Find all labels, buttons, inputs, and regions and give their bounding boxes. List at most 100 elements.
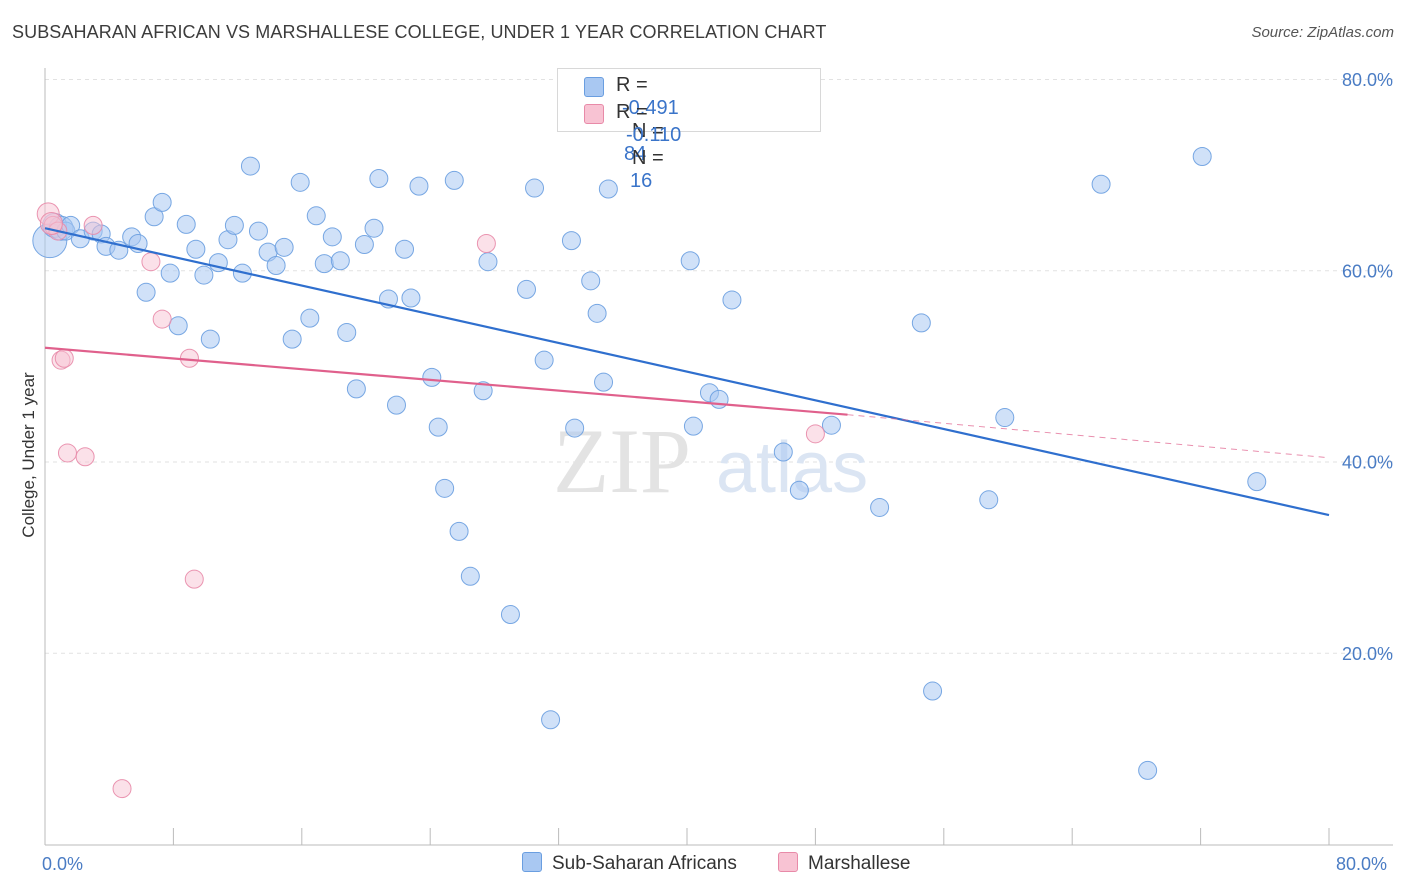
data-point (435, 478, 455, 498)
data-point (683, 416, 703, 436)
data-point (395, 239, 415, 259)
data-point (805, 424, 825, 444)
y-tick-label: 40.0% (1342, 453, 1393, 473)
watermark: ZIP atlas (553, 410, 868, 512)
data-point (184, 569, 204, 589)
data-point (1247, 472, 1267, 492)
legend-n-label: N = (632, 147, 664, 169)
data-point (354, 234, 374, 254)
data-point (1138, 760, 1158, 780)
data-point (186, 239, 206, 259)
data-point (282, 329, 302, 349)
data-point (680, 251, 700, 271)
bottom-legend-marshallese: Marshallese (778, 852, 910, 875)
bottom-legend-swatch-marshallese (778, 852, 798, 872)
series-marshallese (36, 202, 825, 799)
data-point (428, 417, 448, 437)
data-point (476, 234, 496, 254)
data-point (709, 389, 729, 409)
trend-line-marshallese-extension (847, 414, 1330, 459)
data-point (160, 263, 180, 283)
data-point (57, 443, 77, 463)
data-point (364, 218, 384, 238)
data-point (274, 237, 294, 257)
legend-n-label: N = (632, 120, 664, 142)
data-point (54, 348, 74, 368)
bottom-legend-label-subsaharan: Sub-Saharan Africans (552, 853, 737, 874)
legend-n-value: 84 (624, 143, 647, 165)
data-point (136, 282, 156, 302)
data-point (525, 178, 545, 198)
x-ticks (172, 828, 1330, 845)
data-point (478, 252, 498, 272)
data-point (773, 442, 793, 462)
series-subsaharan (32, 70, 1267, 780)
data-point (409, 176, 429, 196)
x-tick-labels: 0.0% 80.0% (42, 854, 1387, 874)
legend-r-value: -0.491 (622, 97, 679, 119)
data-point (594, 372, 614, 392)
chart-source: Source: ZipAtlas.com (1251, 24, 1394, 41)
legend-swatch-subsaharan (584, 77, 604, 97)
data-point (979, 490, 999, 510)
data-point (534, 350, 554, 370)
data-point (314, 254, 334, 274)
data-point (444, 170, 464, 190)
y-tick-labels: 20.0% 40.0% 60.0% 80.0% (1342, 70, 1393, 664)
data-point (266, 256, 286, 276)
data-point (565, 418, 585, 438)
y-tick-label: 20.0% (1342, 644, 1393, 664)
data-point (587, 303, 607, 323)
data-point (369, 168, 389, 188)
data-point (248, 221, 268, 241)
data-point (541, 710, 561, 730)
data-point (386, 395, 406, 415)
data-point (194, 265, 214, 285)
data-point (449, 521, 469, 541)
data-point (330, 251, 350, 271)
data-point (821, 415, 841, 435)
data-point (401, 288, 421, 308)
data-point (789, 480, 809, 500)
data-point (224, 215, 244, 235)
data-point (995, 408, 1015, 428)
data-point (722, 290, 742, 310)
data-point (152, 309, 172, 329)
data-point (200, 329, 220, 349)
y-tick-label: 80.0% (1342, 70, 1393, 90)
data-point (460, 566, 480, 586)
data-point (598, 179, 618, 199)
bottom-legend-subsaharan: Sub-Saharan Africans (522, 852, 737, 875)
correlation-legend: R = -0.491 N = 84 R = -0.110 N = 16 (557, 68, 821, 192)
bottom-legend-label-marshallese: Marshallese (808, 853, 911, 874)
legend-r-value: -0.110 (626, 124, 682, 146)
data-point (581, 271, 601, 291)
data-point (83, 215, 103, 235)
data-point (290, 172, 310, 192)
y-tick-label: 60.0% (1342, 261, 1393, 281)
legend-swatch-marshallese (584, 104, 604, 124)
data-point (422, 367, 442, 387)
data-point (517, 279, 536, 299)
data-point (561, 231, 581, 251)
y-axis-label: College, Under 1 year (19, 372, 38, 538)
data-point (168, 316, 188, 336)
bottom-legend-swatch-subsaharan (522, 852, 542, 872)
data-point (75, 447, 95, 467)
legend-r-label: R = (616, 101, 648, 123)
data-point (923, 681, 943, 701)
data-point (911, 313, 931, 333)
data-point (346, 379, 366, 399)
trend-lines (44, 227, 1330, 517)
data-point (322, 227, 342, 247)
data-point (473, 381, 493, 401)
data-point (1192, 147, 1212, 166)
data-point (141, 252, 161, 272)
data-point (870, 497, 890, 517)
data-point (152, 192, 172, 212)
x-tick-label-max: 80.0% (1336, 854, 1387, 874)
data-point (112, 779, 132, 799)
data-point (240, 156, 260, 176)
data-point (1091, 174, 1111, 194)
